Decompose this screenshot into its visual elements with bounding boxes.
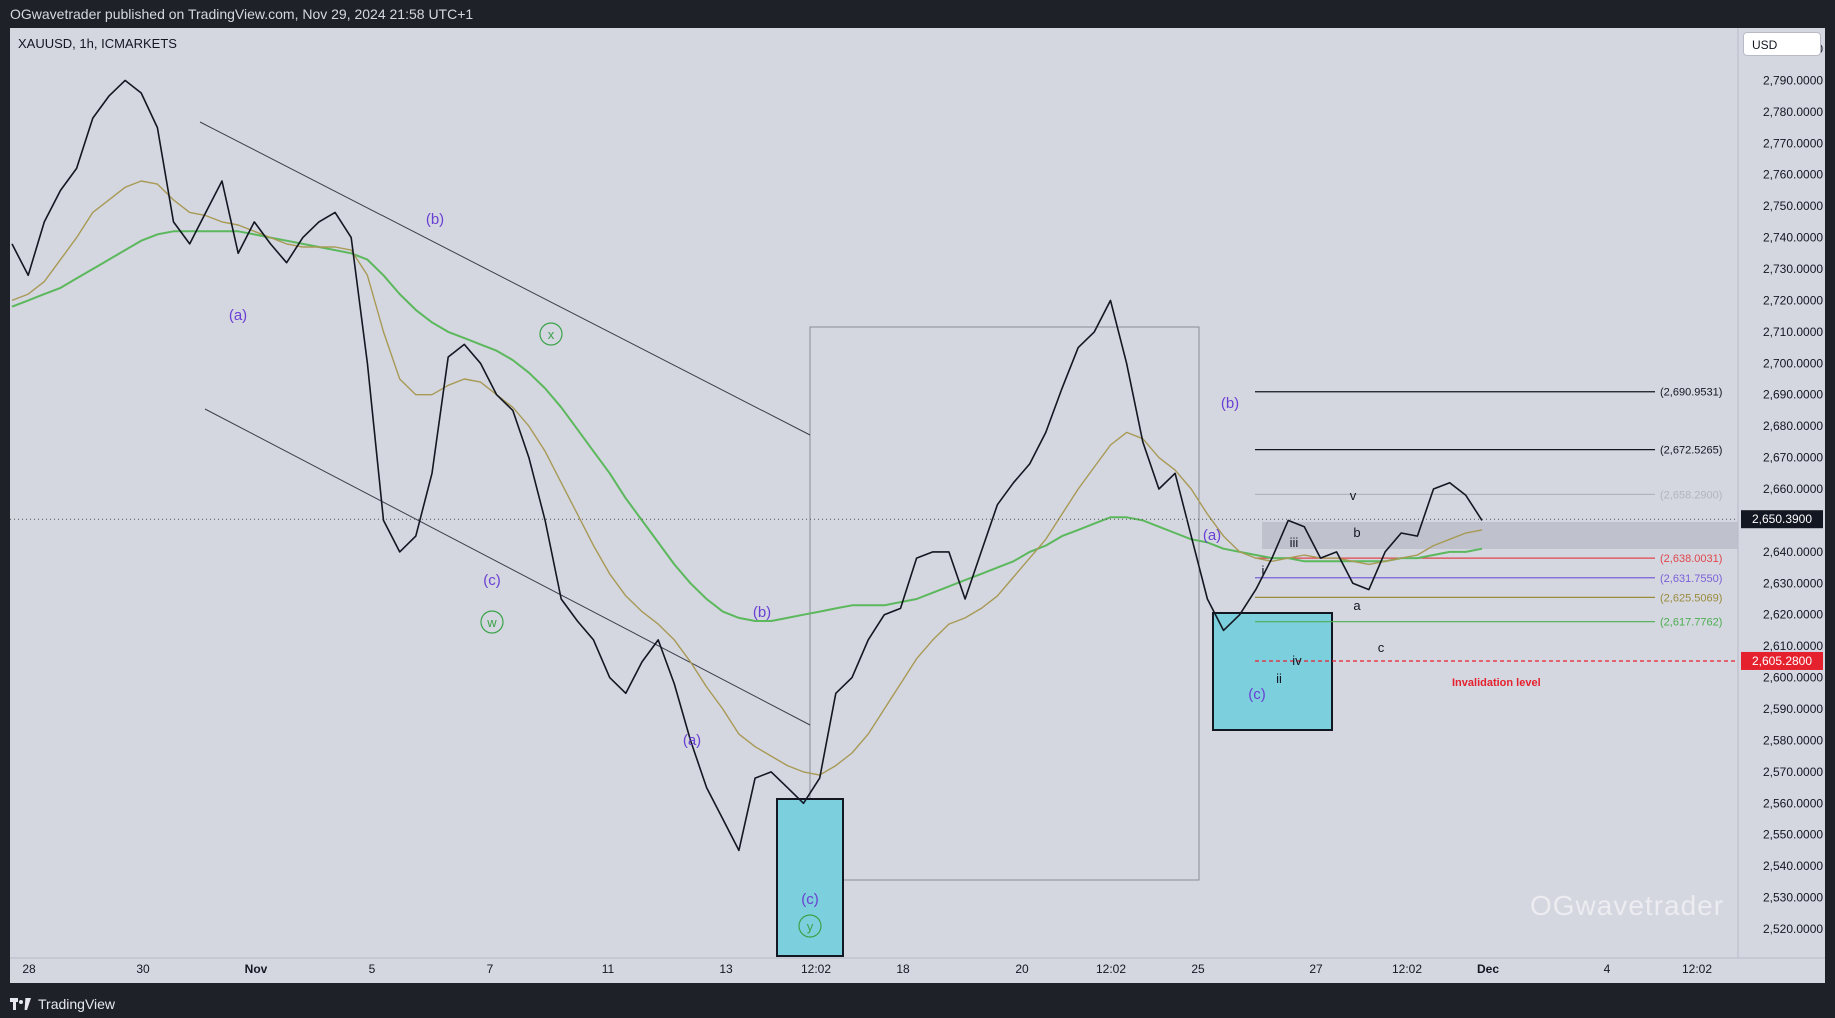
ma-200-line (11, 230, 1483, 622)
price-tag-label: 2,605.2800 (1752, 654, 1812, 668)
y-tick-label: 2,680.0000 (1763, 419, 1823, 433)
y-tick-label: 2,560.0000 (1763, 796, 1823, 810)
wave-label: (b) (1221, 395, 1239, 412)
wave-label: (b) (753, 604, 771, 621)
y-tick-label: 2,590.0000 (1763, 702, 1823, 716)
tradingview-icon (10, 998, 32, 1010)
publish-header: OGwavetrader published on TradingView.co… (0, 0, 1835, 28)
wave-label-black: a (1353, 598, 1361, 613)
wave-label: (a) (683, 732, 701, 749)
wave-label: (a) (229, 307, 247, 324)
target-zone-right (1212, 612, 1333, 731)
x-tick-label: 12:02 (1392, 962, 1422, 976)
y-tick-label: 2,660.0000 (1763, 482, 1823, 496)
price-tag-label: 2,650.3900 (1752, 512, 1812, 526)
y-tick-label: 2,740.0000 (1763, 231, 1823, 245)
x-tick-label: 30 (136, 962, 150, 976)
price-tag (1741, 510, 1823, 529)
y-tick-label: 2,770.0000 (1763, 136, 1823, 150)
target-zone-bottom (776, 798, 844, 957)
wave-circle (798, 914, 822, 938)
x-tick-label: 7 (487, 962, 494, 976)
y-tick-label: 2,550.0000 (1763, 828, 1823, 842)
fib-level-label: (2,638.0031) (1660, 553, 1722, 565)
y-tick-label: 2,790.0000 (1763, 73, 1823, 87)
wave-label-green: w (486, 615, 497, 630)
y-tick-label: 2,760.0000 (1763, 168, 1823, 182)
x-tick-label: Nov (245, 962, 268, 976)
wave-label: (c) (483, 572, 501, 589)
y-tick-label: 2,570.0000 (1763, 765, 1823, 779)
y-tick-label: 2,710.0000 (1763, 325, 1823, 339)
symbol-label: XAUUSD, 1h, ICMARKETS (18, 36, 177, 51)
fib-level-label: (2,672.5265) (1660, 445, 1722, 457)
wave-label-black: v (1350, 488, 1357, 503)
y-tick-label: 2,600.0000 (1763, 671, 1823, 685)
x-tick-label: 25 (1191, 962, 1205, 976)
y-tick-label: 2,670.0000 (1763, 451, 1823, 465)
y-tick-label: 2,780.0000 (1763, 105, 1823, 119)
footer-bar: TradingView (0, 990, 1835, 1018)
x-tick-label: 13 (719, 962, 733, 976)
chart-frame (10, 28, 1825, 983)
currency-selector[interactable]: USD (1743, 32, 1821, 56)
x-tick-label: Dec (1477, 962, 1499, 976)
y-tick-label: 2,640.0000 (1763, 545, 1823, 559)
wave-label-black: i (1262, 563, 1265, 578)
wave-label-black: ii (1276, 671, 1282, 686)
y-tick-label: 2,720.0000 (1763, 293, 1823, 307)
watermark: OGwavetrader (1530, 890, 1725, 921)
wave-label-black: iii (1290, 535, 1299, 550)
x-tick-label: 4 (1604, 962, 1611, 976)
x-tick-label: 12:02 (1682, 962, 1712, 976)
fib-level-label: (2,690.9531) (1660, 387, 1722, 399)
x-tick-label: 18 (896, 962, 910, 976)
tradingview-logo[interactable]: TradingView (10, 992, 115, 1016)
y-tick-label: 2,620.0000 (1763, 608, 1823, 622)
wave-label-black: c (1378, 640, 1385, 655)
x-tick-label: 12:02 (1096, 962, 1126, 976)
footer-brand: TradingView (38, 996, 116, 1012)
range-box (809, 326, 1200, 881)
wave-label: (c) (801, 891, 819, 908)
publish-text: OGwavetrader published on TradingView.co… (10, 6, 474, 22)
resistance-band (1262, 522, 1738, 549)
wave-circle (480, 610, 504, 634)
fib-level-label: (2,617.7762) (1660, 617, 1722, 629)
price-line (11, 79, 1483, 852)
price-tag (1741, 651, 1823, 670)
trendline-upper (199, 121, 811, 436)
wave-label-black: b (1353, 525, 1360, 540)
wave-label: (a) (1203, 527, 1221, 544)
fib-level-label: (2,631.7550) (1660, 573, 1722, 585)
wave-label: (c) (1248, 686, 1266, 703)
x-tick-label: 12:02 (801, 962, 831, 976)
fib-level-label: (2,625.5069) (1660, 592, 1722, 604)
x-tick-label: 11 (602, 962, 615, 976)
x-tick-label: 28 (22, 962, 36, 976)
x-tick-label: 27 (1309, 962, 1323, 976)
trendline-lower (204, 408, 811, 726)
y-tick-label: 2,610.0000 (1763, 639, 1823, 653)
wave-label-black: iv (1292, 653, 1302, 668)
wave-label-green: y (807, 919, 814, 934)
y-tick-label: 2,630.0000 (1763, 576, 1823, 590)
wave-label: (b) (426, 211, 444, 228)
wave-label-green: x (548, 327, 555, 342)
y-tick-label: 2,520.0000 (1763, 922, 1823, 936)
x-tick-label: 20 (1015, 962, 1029, 976)
ma-line (11, 180, 1483, 776)
y-tick-label: 2,690.0000 (1763, 388, 1823, 402)
y-tick-label: 2,530.0000 (1763, 891, 1823, 905)
y-tick-label: 2,580.0000 (1763, 733, 1823, 747)
y-tick-label: 2,730.0000 (1763, 262, 1823, 276)
invalidation-label: Invalidation level (1452, 677, 1541, 689)
fib-level-label: (2,658.2900) (1660, 489, 1722, 501)
wave-circle (539, 322, 563, 346)
x-tick-label: 5 (369, 962, 376, 976)
y-tick-label: 2,700.0000 (1763, 356, 1823, 370)
y-tick-label: 2,750.0000 (1763, 199, 1823, 213)
y-tick-label: 2,540.0000 (1763, 859, 1823, 873)
